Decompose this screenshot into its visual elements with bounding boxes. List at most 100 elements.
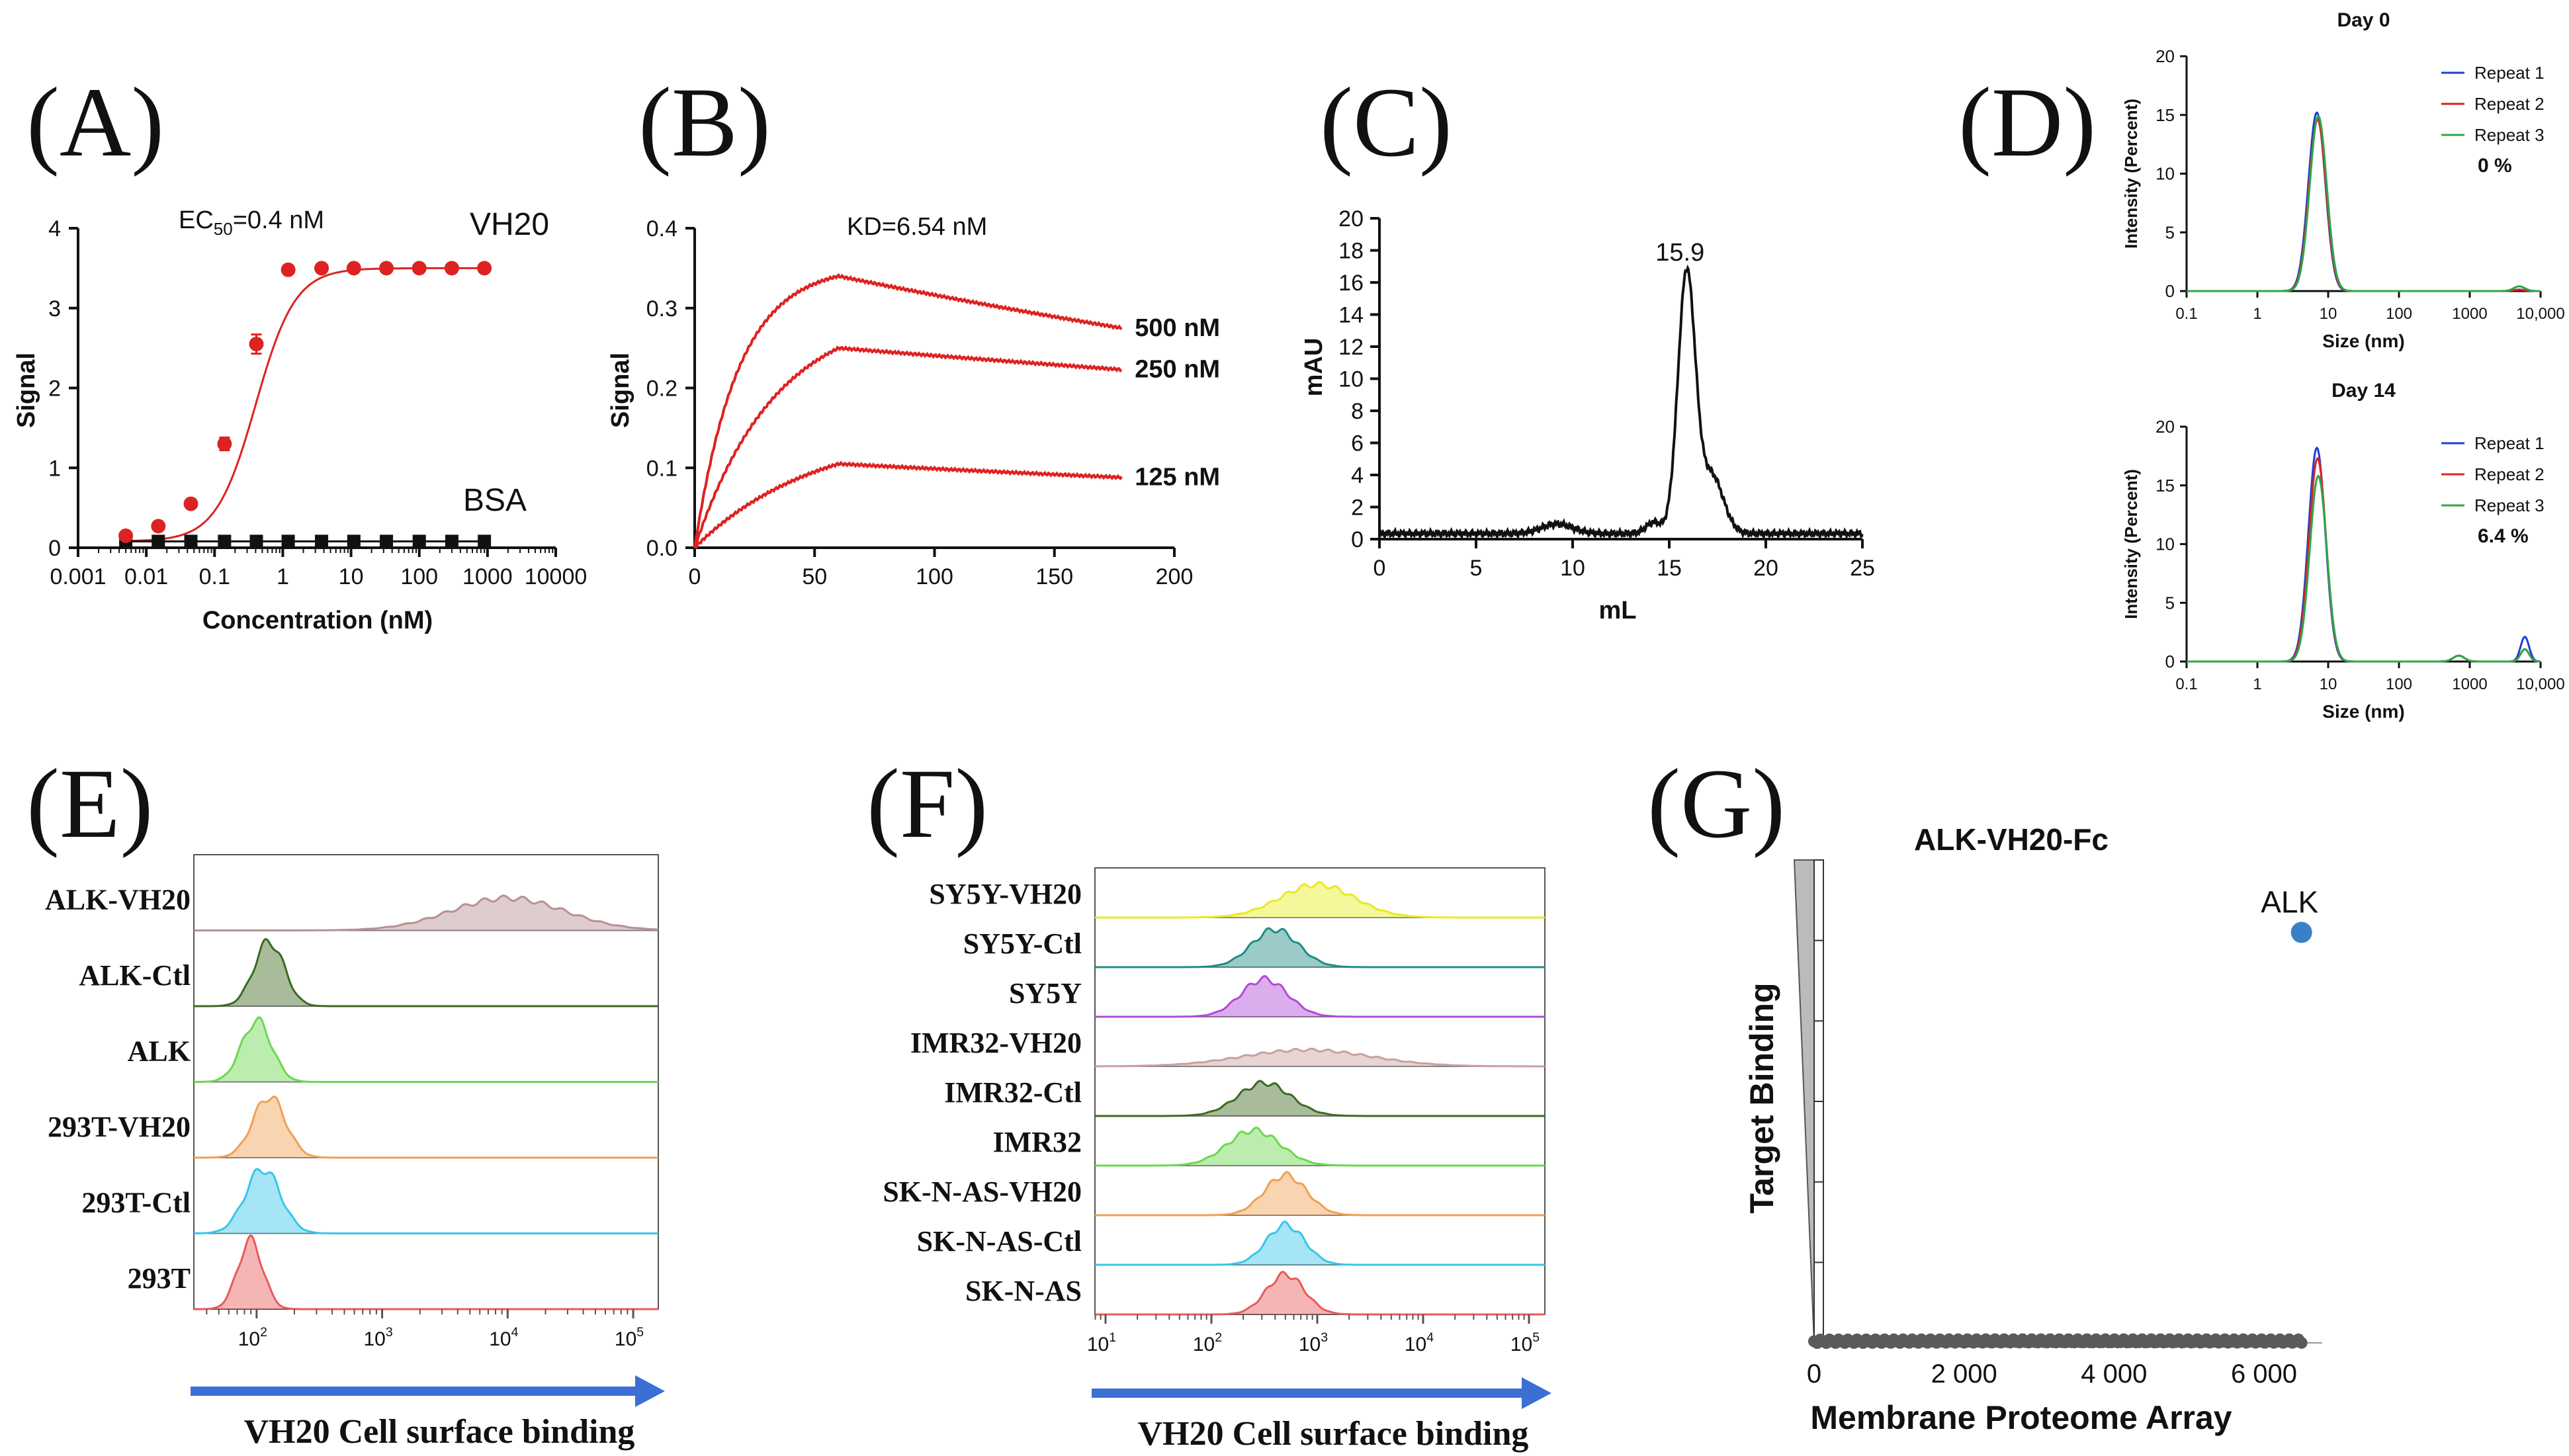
plot-area-f: SY5Y-VH20 SY5Y-Ctl SY5Y IMR32-VH20 IMR32-Ctl… bbox=[883, 867, 1551, 1453]
x-tick-label-a: 1000 bbox=[462, 564, 513, 589]
histogram-fill-e bbox=[194, 1017, 658, 1082]
x-axis-label-e: VH20 Cell surface binding bbox=[244, 1413, 635, 1451]
row-label-f: SK-N-AS bbox=[965, 1275, 1082, 1307]
data-point-vh20 bbox=[379, 261, 394, 276]
histogram-fill-e bbox=[194, 1235, 658, 1309]
x-tick-label-d: 10 bbox=[2320, 305, 2337, 323]
x-tick-label-d: 10,000 bbox=[2516, 675, 2564, 693]
row-label-f: SY5Y-VH20 bbox=[929, 878, 1082, 910]
legend-label-d: Repeat 1 bbox=[2474, 63, 2545, 83]
x-axis-label-g: Membrane Proteome Array bbox=[1810, 1399, 2232, 1436]
histogram-fill-e bbox=[194, 1169, 658, 1234]
y-tick-label-d: 5 bbox=[2165, 222, 2175, 242]
data-point-bsa bbox=[445, 535, 458, 548]
x-tick-label-a: 1 bbox=[277, 564, 289, 589]
panel-label-c: (C) bbox=[1320, 67, 1452, 177]
histogram-line-e bbox=[194, 938, 658, 1007]
data-point-vh20 bbox=[151, 519, 166, 534]
plot-area-d: Day 00.1 1 10 100 1000 10,00005101520Intensit… bbox=[2121, 9, 2565, 722]
x-tick-label-e: 104 bbox=[489, 1325, 518, 1350]
data-point-bsa bbox=[380, 535, 394, 548]
histogram-fill-e bbox=[194, 895, 658, 931]
panel-d: (D) Day 00.1 1 10 100 1000 10,00005101520Inte… bbox=[1958, 9, 2565, 722]
percent-label-d: 6.4 % bbox=[2478, 525, 2529, 547]
y-tick-label-a: 4 bbox=[48, 216, 61, 241]
x-tick-label-f: 104 bbox=[1405, 1330, 1434, 1355]
x-tick-label-f: 105 bbox=[1510, 1330, 1540, 1355]
panel-label-g: (G) bbox=[1647, 749, 1785, 859]
panel-label-f: (F) bbox=[867, 749, 988, 859]
histogram-line-e bbox=[194, 894, 658, 931]
histogram-line-f bbox=[1095, 974, 1545, 1018]
curve-label-2: 125 nM bbox=[1135, 464, 1220, 492]
curve-label-0: 500 nM bbox=[1135, 314, 1220, 342]
histogram-line-f bbox=[1095, 880, 1545, 919]
x-tick-label-a: 0.001 bbox=[50, 564, 106, 589]
subplot-title: Day 0 bbox=[2337, 9, 2390, 31]
vh20-legend: VH20 bbox=[470, 207, 549, 242]
dls-trace-3 bbox=[2187, 474, 2541, 663]
x-tick-label-a: 100 bbox=[400, 564, 438, 589]
row-label-f: IMR32 bbox=[993, 1126, 1082, 1158]
x-tick-label-g: 4 000 bbox=[2081, 1359, 2147, 1389]
x-tick-label-a: 10000 bbox=[525, 564, 588, 589]
data-point-vh20 bbox=[118, 528, 134, 543]
histogram-line-f bbox=[1095, 1171, 1545, 1217]
y-axis-label-d: Intensity (Percent) bbox=[2121, 99, 2141, 249]
legend-label-d: Repeat 3 bbox=[2474, 495, 2545, 515]
legend-label-d: Repeat 3 bbox=[2474, 125, 2545, 145]
peak-label: 15.9 bbox=[1655, 239, 1704, 267]
y-tick-label-d: 0 bbox=[2165, 652, 2175, 671]
plot-area-a: 0.001 0.01 0.1 1 10 100 1000 10000 0 1 2 3 4 bbox=[48, 216, 587, 589]
y-axis-label-d: Intensity (Percent) bbox=[2121, 469, 2141, 619]
x-axis-label-c: mL bbox=[1599, 597, 1637, 624]
panel-a: (A) EC50=0.4 nM VH20 BSA Signal Concentr… bbox=[13, 67, 587, 634]
data-point-bsa bbox=[478, 535, 492, 548]
y-tick-label-c: 6 bbox=[1351, 431, 1364, 456]
y-tick-label-a: 2 bbox=[48, 376, 61, 402]
highlight-label-alk: ALK bbox=[2261, 885, 2318, 920]
plot-area-b: 0 50 100 150 200 0.0 0.1 0.2 0.3 0.4 500 nM 250 nM 1… bbox=[646, 216, 1220, 589]
chart-title-g: ALK-VH20-Fc bbox=[1914, 822, 2109, 857]
dls-trace-2 bbox=[2187, 118, 2541, 292]
y-tick-label-d: 15 bbox=[2155, 105, 2175, 125]
x-tick-label-d: 10 bbox=[2320, 675, 2337, 693]
axis-arrowhead-f bbox=[1522, 1377, 1551, 1409]
histogram-frame-f bbox=[1094, 867, 1546, 1315]
y-tick-label-c: 0 bbox=[1351, 527, 1364, 552]
data-point-bsa bbox=[315, 535, 329, 548]
x-tick-label-b: 100 bbox=[916, 564, 953, 589]
histogram-line-f bbox=[1095, 1127, 1545, 1167]
x-tick-label-d: 0.1 bbox=[2175, 675, 2197, 693]
data-point-vh20 bbox=[314, 261, 329, 276]
legend-label-d: Repeat 2 bbox=[2474, 94, 2545, 114]
y-tick-label-b: 0.4 bbox=[646, 216, 677, 241]
legend-label-d: Repeat 2 bbox=[2474, 464, 2545, 484]
histogram-line-f bbox=[1095, 1270, 1545, 1316]
row-label-e: 293T-VH20 bbox=[48, 1111, 191, 1143]
kd-label: KD=6.54 nM bbox=[847, 213, 987, 241]
panel-label-b: (B) bbox=[638, 67, 771, 177]
row-label-f: IMR32-Ctl bbox=[944, 1076, 1082, 1109]
data-point-vh20 bbox=[217, 437, 232, 452]
data-point-vh20 bbox=[477, 261, 492, 276]
plot-area-e: ALK-VH20 ALK-Ctl ALK 293T-VH20 293T-Ctl 293T 1… bbox=[45, 854, 665, 1451]
row-label-f: SK-N-AS-VH20 bbox=[883, 1176, 1082, 1208]
y-tick-label-d: 5 bbox=[2165, 593, 2175, 613]
y-axis-label-b: Signal bbox=[607, 353, 634, 428]
histogram-fill-e bbox=[194, 939, 658, 1006]
y-tick-label-b: 0.1 bbox=[646, 456, 677, 481]
y-tick-label-c: 20 bbox=[1338, 206, 1364, 232]
y-tick-label-b: 0.0 bbox=[646, 536, 677, 561]
highlight-dot-alk bbox=[2290, 921, 2312, 943]
x-tick-label-d: 100 bbox=[2386, 675, 2412, 693]
plot-area-c: 0 5 10 15 20 25 0 2 4 6 8 10 12 14 16 18 20 15.9 bbox=[1338, 206, 1875, 581]
x-tick-label-d: 1000 bbox=[2452, 675, 2487, 693]
histogram-fill-f bbox=[1095, 1172, 1545, 1215]
x-tick-label-c: 15 bbox=[1657, 556, 1682, 581]
histogram-fill-f bbox=[1095, 1127, 1545, 1166]
y-tick-label-b: 0.3 bbox=[646, 296, 677, 321]
bsa-legend: BSA bbox=[463, 483, 527, 518]
x-tick-label-c: 0 bbox=[1373, 556, 1386, 581]
